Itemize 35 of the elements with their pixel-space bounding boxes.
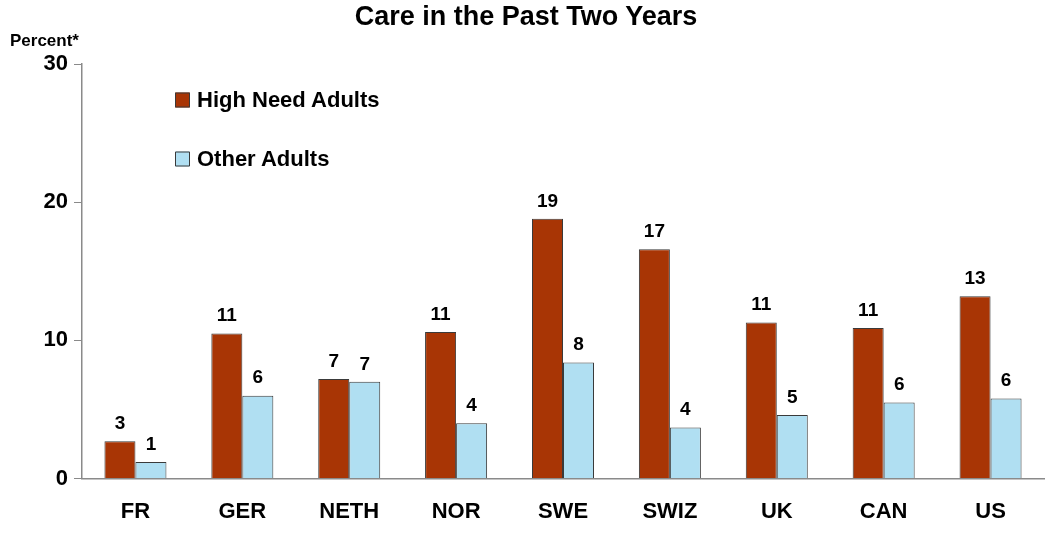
data-label: 11 xyxy=(216,304,238,326)
x-tick-label: NOR xyxy=(431,497,481,523)
legend-label: Other Adults xyxy=(197,146,330,172)
y-tick-label: 10 xyxy=(43,326,68,352)
data-label: 7 xyxy=(328,349,340,371)
y-tick-label: 30 xyxy=(43,50,68,76)
y-tick-label: 20 xyxy=(43,188,68,214)
x-tick-label: US xyxy=(975,497,1006,523)
data-label: 7 xyxy=(359,352,371,374)
data-label: 11 xyxy=(751,293,772,315)
data-label: 5 xyxy=(786,385,798,407)
data-label: 19 xyxy=(536,189,559,211)
data-label: 13 xyxy=(964,266,986,288)
legend-label: High Need Adults xyxy=(197,87,380,113)
data-label: 11 xyxy=(430,302,452,324)
data-label: 8 xyxy=(573,333,584,355)
x-tick-label: SWIZ xyxy=(642,497,698,523)
data-label: 3 xyxy=(114,412,126,434)
data-label: 4 xyxy=(680,398,692,420)
x-tick-label: NETH xyxy=(319,497,380,523)
x-tick-label: GER xyxy=(218,497,267,523)
x-tick-label: SWE xyxy=(537,497,589,523)
data-label: 6 xyxy=(252,366,264,388)
data-label: 17 xyxy=(643,219,665,241)
data-label: 6 xyxy=(1000,369,1012,391)
chart-title: Care in the Past Two Years xyxy=(354,0,698,31)
data-label: 4 xyxy=(466,394,478,416)
x-tick-label: FR xyxy=(120,497,151,523)
y-axis-title: Percent* xyxy=(10,31,80,50)
data-label: 11 xyxy=(858,298,879,320)
data-label: 6 xyxy=(893,373,905,395)
y-tick-label: 0 xyxy=(55,464,68,490)
x-tick-label: UK xyxy=(760,497,793,523)
data-label: 1 xyxy=(145,432,157,454)
x-tick-label: CAN xyxy=(859,497,908,523)
